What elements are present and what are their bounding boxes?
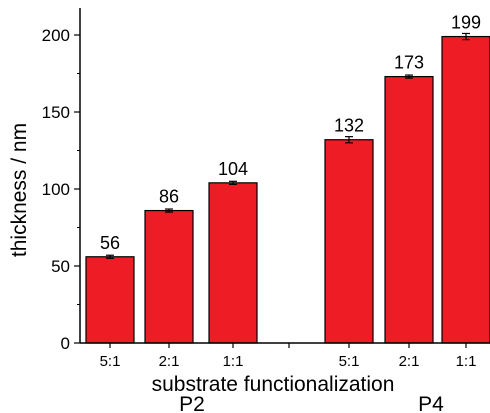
data-label: 86 xyxy=(159,187,179,207)
x-axis-label: substrate functionalization xyxy=(152,373,395,396)
data-label: 132 xyxy=(334,116,364,136)
labels-layer: 56 5:1 86 2:1 104 1:1 P2 132 5:1 173 2:1 199 1:1 P4 0 5… xyxy=(42,13,481,413)
data-label: 173 xyxy=(394,53,424,73)
x-tick-label: 2:1 xyxy=(399,353,420,370)
y-tick-label: 50 xyxy=(51,257,70,276)
data-label: 199 xyxy=(451,13,481,33)
bars-layer xyxy=(85,32,490,344)
x-tick-label: 1:1 xyxy=(456,353,477,370)
bar xyxy=(144,209,194,344)
x-tick-label: 1:1 xyxy=(223,353,244,370)
x-tick-label: 5:1 xyxy=(100,353,121,370)
y-tick-label: 0 xyxy=(61,334,70,353)
x-tick-label: 5:1 xyxy=(339,353,360,370)
y-tick-label: 100 xyxy=(42,180,70,199)
x-tick-label: 2:1 xyxy=(159,353,180,370)
bar xyxy=(324,139,374,344)
data-label: 56 xyxy=(100,233,120,253)
group-label: P4 xyxy=(418,393,444,413)
bar xyxy=(85,256,135,344)
y-tick-label: 150 xyxy=(42,103,70,122)
group-label: P2 xyxy=(179,393,205,413)
y-tick-label: 200 xyxy=(42,26,70,45)
y-axis-label: thickness / nm xyxy=(8,123,31,257)
bar xyxy=(384,75,434,344)
axes-layer xyxy=(74,8,490,348)
bar xyxy=(208,182,258,344)
data-label: 104 xyxy=(218,159,248,179)
bar xyxy=(441,35,490,344)
